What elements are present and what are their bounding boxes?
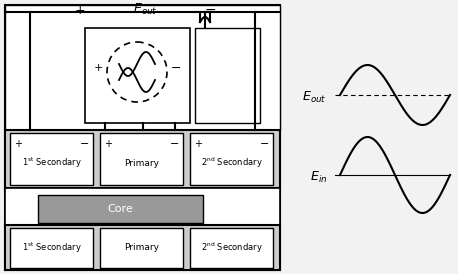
Bar	[100, 133, 183, 185]
Text: −: −	[260, 139, 269, 149]
Bar	[5, 5, 280, 130]
Text: E$_\mathregular{in}$: E$_\mathregular{in}$	[310, 169, 327, 185]
Text: 1$^\mathregular{st}$ Secondary: 1$^\mathregular{st}$ Secondary	[22, 241, 82, 255]
Bar	[5, 130, 280, 188]
Text: Primary: Primary	[124, 158, 159, 167]
Text: +: +	[194, 139, 202, 149]
Bar	[195, 28, 260, 123]
Text: Primary: Primary	[124, 244, 159, 253]
Bar	[10, 228, 93, 268]
Text: +: +	[14, 139, 22, 149]
Bar	[85, 28, 190, 123]
Text: −: −	[171, 61, 181, 75]
Text: Core: Core	[108, 204, 133, 214]
Bar	[5, 225, 280, 270]
Text: 2$^\mathregular{nd}$ Secondary: 2$^\mathregular{nd}$ Secondary	[201, 156, 262, 170]
Bar	[10, 133, 93, 185]
Bar	[190, 133, 273, 185]
Bar	[38, 195, 203, 223]
Text: E$_\mathregular{out}$: E$_\mathregular{out}$	[302, 89, 327, 105]
Text: −: −	[204, 3, 216, 17]
Text: +: +	[93, 63, 103, 73]
Bar	[190, 228, 273, 268]
Bar	[100, 228, 183, 268]
Bar	[5, 5, 280, 270]
Text: −: −	[80, 139, 89, 149]
Text: +: +	[75, 4, 85, 16]
Text: 1$^\mathregular{st}$ Secondary: 1$^\mathregular{st}$ Secondary	[22, 156, 82, 170]
Bar	[5, 188, 280, 230]
Text: 2$^\mathregular{nd}$ Secondary: 2$^\mathregular{nd}$ Secondary	[201, 241, 262, 255]
Text: +: +	[104, 139, 112, 149]
Text: −: −	[169, 139, 179, 149]
Text: E$_\mathregular{out}$: E$_\mathregular{out}$	[133, 1, 157, 16]
